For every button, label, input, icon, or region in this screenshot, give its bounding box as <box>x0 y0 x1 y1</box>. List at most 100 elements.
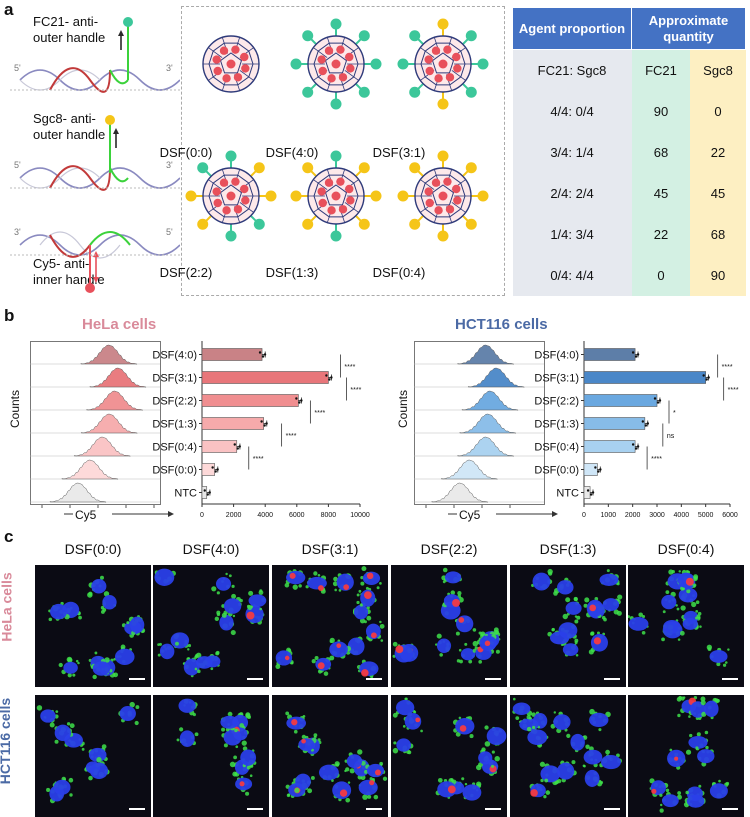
nucleus <box>599 573 619 586</box>
nucleus <box>562 643 579 657</box>
micrograph-column-title: DSF(1:3) <box>539 541 597 557</box>
fc21-5prime: 5' <box>14 63 21 73</box>
bar-5 <box>201 463 215 476</box>
x-tick-label: 2000 <box>625 512 641 519</box>
cy5-signal <box>339 789 348 797</box>
cy5-node <box>327 74 336 83</box>
handle-node <box>302 30 314 42</box>
nucleus <box>129 616 145 634</box>
histogram-4 <box>457 436 514 457</box>
sub-ratio: FC21: Sgc8 <box>512 49 632 91</box>
fc21-3prime: 3' <box>166 63 173 73</box>
cy5-node <box>425 198 434 208</box>
cy5-node <box>226 191 236 201</box>
cy5-node <box>434 206 443 215</box>
micrograph-cells <box>36 701 140 804</box>
cy5-node <box>233 205 243 214</box>
nucleus <box>119 706 136 722</box>
cy5-node <box>452 52 461 62</box>
nucleus <box>154 568 175 586</box>
histogram-2 <box>86 390 143 411</box>
x-tick-label: 4000 <box>257 512 273 519</box>
nucleus <box>527 729 548 745</box>
bar-label: DSF(2:2) <box>152 396 197 408</box>
nucleus <box>347 637 365 656</box>
nucleus <box>396 738 412 752</box>
micrograph <box>153 695 269 817</box>
micrograph-cells <box>628 569 730 667</box>
nucleus <box>583 749 603 765</box>
table-cell: 68 <box>631 132 691 173</box>
histogram-1 <box>89 367 147 388</box>
nucleus <box>114 648 135 665</box>
bar-label: DSF(2:2) <box>534 396 579 408</box>
dsf-structure-4 <box>290 150 382 242</box>
handle-node <box>437 18 449 30</box>
hela-counts-label: Counts <box>8 389 23 429</box>
x-tick-label: 0 <box>200 512 204 519</box>
x-tick-label: 10000 <box>350 512 370 519</box>
data-point <box>634 355 638 358</box>
cy5-signal <box>361 669 369 677</box>
bar-label: DSF(3:1) <box>152 373 197 385</box>
cy5-node <box>438 59 448 69</box>
cy5-node <box>338 73 348 82</box>
histogram-0 <box>80 344 138 365</box>
table-cell: 1/4: 3/4 <box>512 214 632 255</box>
cy5-node <box>331 59 341 69</box>
handle-node <box>397 190 409 202</box>
bar-label: DSF(3:1) <box>534 373 579 385</box>
nucleus <box>307 576 327 590</box>
micrograph-cells <box>176 698 257 796</box>
sgc8-handle-label: Sgc8- anti- outer handle <box>33 111 106 142</box>
nucleus <box>444 571 462 584</box>
cy5-signal <box>415 717 421 723</box>
handle-node <box>330 230 342 242</box>
significance-mark: **** <box>344 364 355 371</box>
micrograph-cells <box>48 575 146 680</box>
cy5-node <box>431 178 441 187</box>
nucleus <box>54 724 71 741</box>
bar-6 <box>201 486 208 499</box>
bar-label: DSF(0:4) <box>152 442 197 454</box>
cy5-node <box>424 187 433 196</box>
handle-strand-diagram <box>10 17 180 293</box>
nucleus <box>557 762 575 780</box>
cy5-node <box>453 64 462 73</box>
histogram-3 <box>80 413 138 434</box>
nucleus <box>91 578 107 594</box>
nucleus <box>178 698 196 713</box>
table-cell: 2/4: 2/4 <box>512 173 632 214</box>
nucleus <box>686 794 705 808</box>
nucleus <box>460 648 476 661</box>
data-point <box>641 420 645 423</box>
cy5-node <box>233 73 243 82</box>
bar-label: DSF(1:3) <box>152 419 197 431</box>
table-cell: 45 <box>631 173 691 214</box>
cy5-signal <box>366 572 374 580</box>
cy5-node <box>213 198 222 208</box>
histogram-6 <box>49 482 107 503</box>
cy5-node <box>317 187 326 196</box>
nucleus <box>248 594 267 608</box>
hct-cy5-arrow <box>448 511 558 517</box>
bar-4 <box>583 440 636 453</box>
cy5-signal <box>674 756 679 761</box>
approx-quantity-header: Approximate quantity <box>631 7 746 50</box>
cy5-3prime: 3' <box>14 227 21 237</box>
nucleus <box>662 621 683 639</box>
cy5-node <box>212 187 221 196</box>
cy5-signal <box>593 637 602 645</box>
bar-6 <box>583 486 591 499</box>
table-cell: 45 <box>690 173 746 214</box>
table-cell: 22 <box>690 132 746 173</box>
nucleus <box>63 661 78 674</box>
handle-node <box>253 218 265 230</box>
hela-title: HeLa cells <box>82 316 157 333</box>
bar-label: DSF(4:0) <box>534 350 579 362</box>
bar-0 <box>201 348 263 361</box>
cy5-node <box>222 206 231 215</box>
cy5-node <box>434 74 443 83</box>
cy5-node <box>431 46 441 55</box>
nucleus <box>53 779 71 795</box>
